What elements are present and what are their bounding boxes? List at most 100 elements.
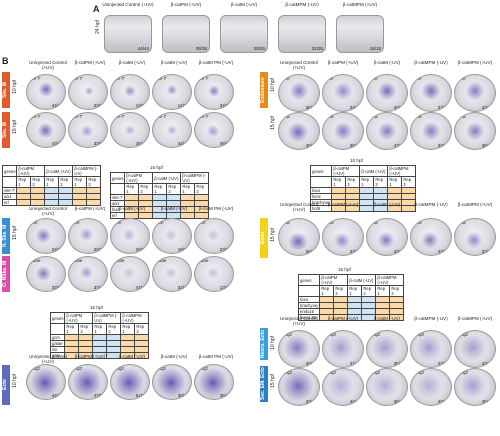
embryo-image: foxq2 44/46 [26, 364, 66, 400]
stain-region [154, 368, 188, 398]
embryo-count: 26/27 [135, 247, 147, 252]
stain-region [122, 229, 136, 242]
embryo-count: 36/40 [305, 105, 317, 110]
embryo-count: 40/46 [437, 399, 449, 404]
table-gene-cell: erl [109, 212, 126, 219]
stain-region [421, 231, 439, 248]
embryo-image: foxq2 47/51 [68, 364, 108, 400]
embryo-gene-label: gcm [155, 220, 164, 225]
column-header: β-catM (-UV) [160, 206, 188, 211]
embryo-gene-label: foxq2 [413, 370, 425, 375]
embryo-image: ske-T 43/45 [26, 112, 66, 148]
table-rep-cell: Rep 1 [44, 176, 60, 188]
panel-a-embryo: 32/35 [278, 15, 326, 53]
stain-region [459, 372, 487, 398]
column-header: β-catM (-UV) [373, 316, 401, 321]
embryo-count: 44/44 [177, 141, 189, 146]
stain-region [371, 372, 399, 398]
table-gene-cell: foxa1.3B [297, 314, 321, 321]
table-header-cell: β-catMPM (+UV) [120, 312, 150, 324]
column-header: Uninjected Control (+UV) [280, 60, 318, 70]
table-empty-cell [109, 183, 126, 195]
summary-table: genes β-catPM (+UV) β-catM (-UV) β-catMPM (… [1, 165, 102, 206]
table-header-cell: β-catMPM (-UV) [180, 172, 210, 184]
table-rep-cell: Rep 1 [16, 176, 32, 188]
column-header: β-catPM (+UV) [74, 354, 106, 359]
column-header: Uninjected Control (+UV) [29, 60, 67, 70]
table-rep-cell: Rep 2 [30, 176, 46, 188]
embryo-count: 36/40 [349, 143, 361, 148]
table-header-cell: β-catM (-UV) [44, 165, 74, 177]
column-header: β-catMPM (+UV) [457, 316, 493, 321]
embryo-image: gatae 37/40 [68, 256, 108, 292]
table-rep-cell: Rep 1 [359, 176, 375, 188]
embryo-image: foxq2 46/40 [454, 368, 496, 406]
table-header-cell: genes [49, 312, 66, 324]
stain-region [78, 265, 94, 280]
table-result-cell [180, 212, 196, 219]
stain-region [208, 85, 220, 98]
column-header: β-catM PM (-UV) [198, 60, 234, 65]
embryo-gene-label: foxq2 [369, 370, 381, 375]
embryo-gene-label: foxq2 [457, 332, 469, 337]
table-rep-cell: Rep 1 [92, 323, 108, 335]
embryo-gene-label: ske-T [113, 76, 125, 81]
embryo-gene-label: gatae [71, 258, 83, 263]
table-header-cell: β-catPM (+UV) [124, 172, 154, 184]
embryo-image: gcm 43/46 [454, 74, 496, 112]
embryo-gene-label: foxa [369, 220, 378, 225]
embryo-count: 35/41 [135, 141, 147, 146]
table-result-cell [138, 212, 154, 219]
embryo-gene-label: foxq2 [457, 370, 469, 375]
embryo-image: foxq2 51/51 [110, 364, 150, 400]
summary-table: genes β-catPM (+UV) β-catM (-UV) β-catMPM (… [109, 172, 210, 219]
embryo-image: foxq2 41/43 [322, 330, 364, 368]
embryo-gene-label: gcm [413, 76, 422, 81]
table-rep-cell: Rep 2 [333, 285, 349, 297]
table-result-cell [86, 199, 102, 206]
column-header: β-catPM (+UV) [74, 206, 106, 211]
table-rep-cell: Rep 2 [166, 183, 182, 195]
embryo-gene-label: foxq2 [369, 332, 381, 337]
embryo-gene-label: foxa [457, 220, 466, 225]
column-header: β-catMPM (-UV) [414, 60, 448, 65]
table-hpf: 15 hpf [338, 267, 351, 272]
embryo-count: 35/40 [393, 361, 405, 366]
embryo-count: 36/37 [393, 399, 405, 404]
embryo-gene-label: foxa [281, 220, 290, 225]
embryo-count: 33/32 [93, 141, 105, 146]
stain-region [206, 124, 220, 137]
embryo-gene-label: gcm [197, 220, 206, 225]
column-header: β-catM (-UV) [118, 206, 146, 211]
table-header-cell: genes [1, 165, 18, 177]
section-tag: Endo [260, 218, 268, 258]
table-rep-cell: Rep 2 [345, 176, 361, 188]
embryo-gene-label: gatae [29, 258, 41, 263]
embryo-gene-label: ske-T [29, 76, 41, 81]
column-header: β-catM PM (-UV) [198, 354, 234, 359]
table-header-cell: β-catPM (+UV) [64, 312, 94, 324]
stain-region [164, 229, 178, 242]
stain-region [327, 372, 355, 398]
embryo-image: foxq2 40/46 [410, 368, 452, 406]
embryo-count: 43/48 [481, 361, 493, 366]
embryo-count: 46/40 [481, 399, 493, 404]
embryo-image: foxq2 35/40 [366, 330, 408, 368]
stain-region [287, 233, 309, 250]
embryo-count: 47/41 [393, 143, 405, 148]
column-header: β-catPM (+UV) [327, 60, 359, 65]
embryo-count: 40/50 [393, 105, 405, 110]
embryo-image: foxa 36/35 [454, 112, 496, 150]
embryo-gene-label: gatae [113, 258, 125, 263]
stain-region [28, 368, 62, 398]
embryo-count: 41/43 [349, 361, 361, 366]
table-header-cell: β-catM (-UV) [347, 274, 377, 286]
stain-region [206, 229, 220, 242]
embryo-count: 44/48 [51, 103, 63, 108]
embryo-image: foxq2 43/48 [454, 330, 496, 368]
embryo-gene-label: ske-T [71, 114, 83, 119]
table-rep-cell: Rep 2 [78, 323, 94, 335]
embryo-image: foxa 43/46 [366, 218, 408, 256]
stain-region [112, 368, 146, 398]
stain-region [333, 122, 353, 140]
